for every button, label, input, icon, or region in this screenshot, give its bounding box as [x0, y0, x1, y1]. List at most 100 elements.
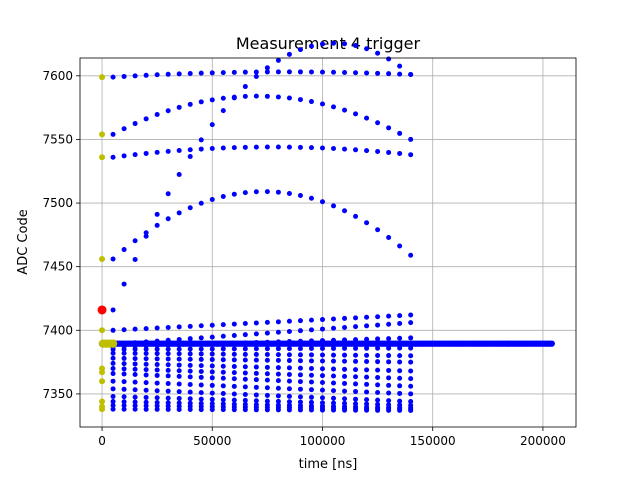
trajectory-point: [209, 97, 215, 103]
trajectory-point: [408, 335, 414, 341]
trajectory-point: [253, 398, 259, 404]
trajectory-point: [231, 376, 237, 382]
y-tick-label: 7500: [42, 196, 73, 210]
trajectory-point: [364, 389, 370, 395]
trajectory-point: [353, 337, 359, 343]
trajectory-point: [264, 93, 270, 99]
trajectory-point: [397, 345, 403, 351]
trajectory-point: [176, 389, 182, 395]
trajectory-point: [286, 328, 292, 334]
trajectory-point: [198, 323, 204, 329]
trajectory-point: [319, 373, 325, 379]
trajectory-point: [198, 351, 204, 357]
trajectory-point: [220, 322, 226, 328]
x-axis-label: time [ns]: [299, 457, 358, 472]
trajectory-point: [319, 395, 325, 401]
trajectory-point: [286, 393, 292, 399]
trajectory-point: [342, 337, 348, 343]
trajectory-point: [297, 386, 303, 392]
trajectory-point: [154, 388, 160, 394]
trajectory-point: [121, 394, 127, 400]
trajectory-point: [187, 101, 193, 107]
trajectory-point: [375, 407, 381, 413]
trajectory-point: [275, 393, 281, 399]
trajectory-point: [308, 99, 314, 105]
trajectory-point: [231, 145, 237, 151]
trajectory-point: [165, 342, 171, 348]
trajectory-point: [286, 378, 292, 384]
trajectory-point: [308, 338, 314, 344]
trajectory-point: [220, 194, 226, 200]
trajectory-point: [408, 399, 414, 405]
trajectory-point: [110, 327, 116, 333]
trajectory-point: [209, 322, 215, 328]
trajectory-point: [231, 340, 237, 346]
trajectory-point: [286, 346, 292, 352]
trajectory-point: [253, 370, 259, 376]
trajectory-point: [242, 321, 248, 327]
x-tick-label: 50000: [193, 434, 231, 448]
trajectory-point: [132, 356, 138, 362]
trajectory-point: [353, 367, 359, 373]
trajectory-point: [286, 358, 292, 364]
trajectory-point: [154, 367, 160, 373]
trajectory-point: [253, 144, 259, 150]
trajectory-point: [375, 314, 381, 320]
trajectory-point: [364, 352, 370, 358]
trajectory-point: [297, 379, 303, 385]
trajectory-point: [375, 120, 381, 126]
trajectory-point: [121, 361, 127, 367]
trajectory-point: [319, 345, 325, 351]
trajectory-point: [264, 385, 270, 391]
trajectory-point: [275, 398, 281, 404]
trajectory-point: [342, 324, 348, 330]
trajectory-point: [242, 340, 248, 346]
trajectory-point: [297, 97, 303, 103]
trajectory-point: [364, 115, 370, 121]
trajectory-point: [132, 73, 138, 79]
trajectory-point: [121, 281, 127, 287]
trajectory-point: [110, 371, 116, 377]
trajectory-point: [231, 397, 237, 403]
trajectory-point: [187, 368, 193, 374]
trajectory-point: [386, 125, 392, 131]
trajectory-point: [319, 366, 325, 372]
trajectory-point: [176, 351, 182, 357]
trajectory-point: [264, 65, 270, 71]
trajectory-point: [198, 146, 204, 152]
trajectory-point: [220, 341, 226, 347]
y-tick-label: 7450: [42, 260, 73, 274]
trajectory-point: [253, 346, 259, 352]
trajectory-point: [408, 320, 414, 326]
trajectory-point: [286, 352, 292, 358]
trajectory-point: [143, 399, 149, 405]
trajectory-point: [286, 386, 292, 392]
trajectory-point: [231, 383, 237, 389]
trajectory-point: [375, 227, 381, 233]
trajectory-point: [353, 315, 359, 321]
trajectory-point: [375, 322, 381, 328]
trajectory-point: [331, 316, 337, 322]
trajectory-point: [408, 252, 414, 258]
x-tick-label: 100000: [300, 434, 346, 448]
trajectory-point: [408, 376, 414, 382]
trajectory-point: [198, 396, 204, 402]
trajectory-point: [165, 381, 171, 387]
trajectory-point: [342, 107, 348, 113]
trajectory-point: [143, 230, 149, 236]
trajectory-point: [375, 397, 381, 403]
trajectory-point: [231, 363, 237, 369]
trajectory-point: [165, 351, 171, 357]
start-point: [99, 74, 106, 81]
trajectory-point: [386, 359, 392, 365]
trajectory-point: [132, 152, 138, 158]
trajectory-point: [397, 63, 403, 69]
trajectory-point: [176, 373, 182, 379]
trajectory-point: [121, 386, 127, 392]
trajectory-point: [121, 153, 127, 159]
trajectory-point: [408, 359, 414, 365]
trajectory-point: [364, 46, 370, 52]
trajectory-point: [242, 84, 248, 90]
trajectory-point: [154, 222, 160, 228]
trajectory-point: [319, 41, 325, 47]
